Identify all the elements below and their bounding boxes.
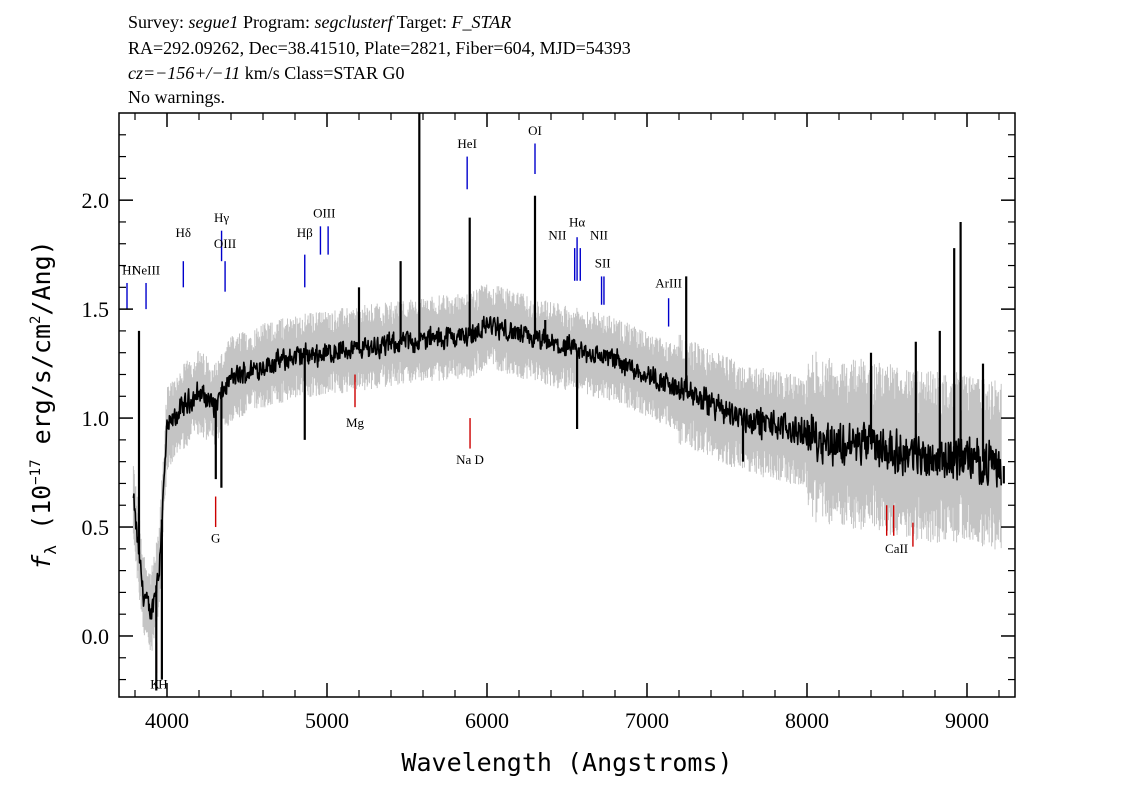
spectral-line-label: G (211, 530, 220, 545)
spectral-line-label: Hβ (297, 225, 313, 240)
y-label-f: f (27, 554, 56, 570)
x-tick-label: 9000 (945, 708, 989, 733)
spectral-line-label: ArIII (655, 275, 682, 290)
spectral-line-label: Mg (346, 415, 365, 430)
spectral-line-label: CaII (885, 541, 908, 556)
spectral-line-label: OIII (214, 236, 236, 251)
axis-tick-labels: 4000 5000 6000 7000 8000 9000 0.0 0.5 1.0 1.5 2.0 (82, 188, 990, 733)
plot-frame (118, 112, 1016, 698)
survey-label: Survey: (128, 12, 189, 32)
spectral-line-label: Hδ (176, 225, 192, 240)
header-line-3: cz=−156+/−11 km/s Class=STAR G0 (128, 63, 404, 83)
y-label-exp2: 2 (28, 316, 44, 324)
cz-value: −156+/−11 (155, 63, 240, 83)
y-label-close: /Ang) (27, 240, 56, 315)
program-label: Program: (238, 12, 314, 32)
header: Survey: segue1 Program: segclusterf Targ… (128, 12, 631, 107)
y-label-sub: λ (41, 545, 60, 555)
spectral-line-label: NII (548, 227, 566, 242)
x-tick-label: 7000 (625, 708, 669, 733)
y-tick-label: 0.0 (82, 624, 110, 649)
x-tick-label: 5000 (305, 708, 349, 733)
spectral-line-label: Na D (456, 452, 484, 467)
target-label: Target: (392, 12, 451, 32)
y-label-open: (10 (27, 485, 56, 545)
flux-spectrum-series (132, 315, 1002, 620)
spectral-line-label: SII (595, 256, 611, 271)
x-axis-label: Wavelength (Angstroms) (401, 748, 732, 777)
survey-value: segue1 (189, 12, 239, 32)
program-value: segclusterf (314, 12, 395, 32)
spectral-line-label: K (150, 676, 160, 691)
spectral-line-label: OI (528, 123, 542, 138)
spectral-line-label: NII (590, 227, 608, 242)
spectral-line-label: OIII (313, 206, 335, 221)
class-text: km/s Class=STAR G0 (240, 63, 404, 83)
y-tick-label: 1.5 (82, 297, 110, 322)
spectral-line-label: NeIII (132, 262, 160, 277)
x-tick-label: 8000 (785, 708, 829, 733)
spectral-line-label: Hγ (214, 210, 229, 225)
y-tick-label: 2.0 (82, 188, 110, 213)
header-line-2: RA=292.09262, Dec=38.41510, Plate=2821, … (128, 38, 631, 58)
y-label-mid: erg/s/cm (27, 324, 56, 459)
x-tick-label: 4000 (145, 708, 189, 733)
y-axis-label: fλ (10−17 erg/s/cm2/Ang) (27, 240, 60, 569)
header-line-1: Survey: segue1 Program: segclusterf Targ… (128, 12, 511, 32)
plot-area (126, 113, 1005, 691)
axis-ticks (119, 113, 1015, 697)
x-tick-label: 6000 (465, 708, 509, 733)
spectral-line-label: H (158, 676, 167, 691)
spectral-line-label: Hα (569, 214, 585, 229)
header-line-4: No warnings. (128, 87, 225, 107)
spectral-line-label: HeI (457, 136, 477, 151)
cz-label: cz= (128, 63, 155, 83)
y-label-exp: −17 (28, 459, 44, 484)
y-tick-label: 0.5 (82, 515, 110, 540)
y-tick-label: 1.0 (82, 406, 110, 431)
target-value: F_STAR (451, 12, 512, 32)
